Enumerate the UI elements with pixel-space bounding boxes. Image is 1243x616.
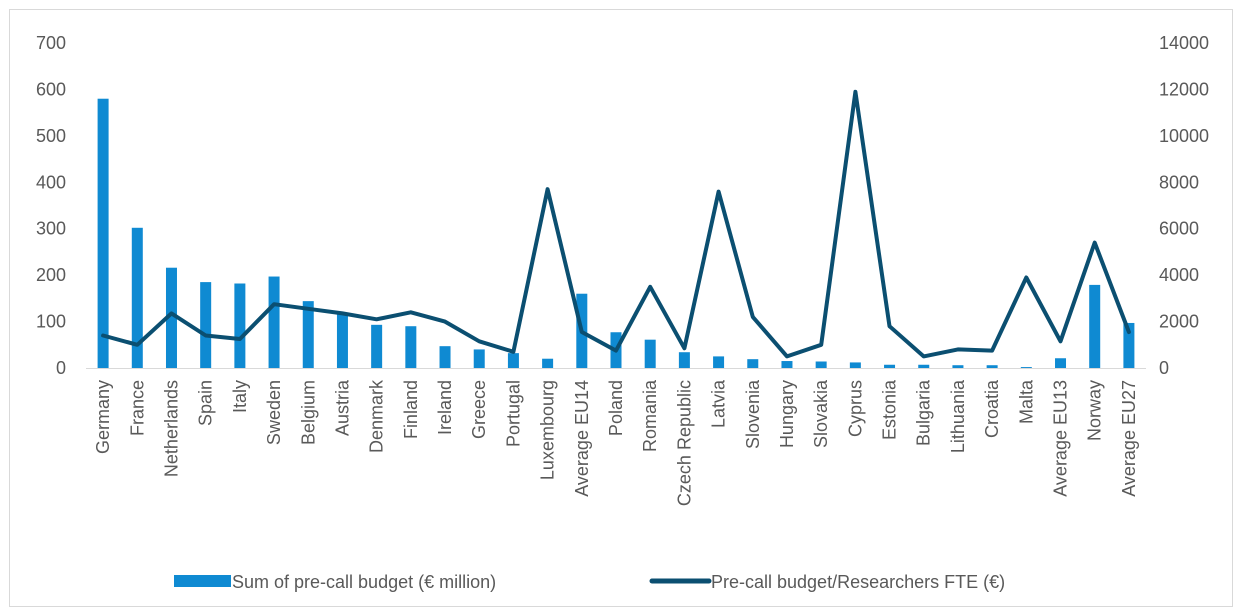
right-tick-label: 6000 bbox=[1159, 219, 1199, 239]
category-label: Latvia bbox=[709, 379, 729, 428]
category-label: Romania bbox=[640, 379, 660, 452]
bar bbox=[884, 364, 896, 368]
category-label: Portugal bbox=[503, 380, 523, 447]
bar bbox=[405, 326, 417, 368]
left-axis-ticks: 0 100 200 300 400 500 600 700 bbox=[36, 33, 66, 378]
bar bbox=[200, 282, 212, 368]
bar bbox=[849, 362, 861, 368]
category-label: Lithuania bbox=[948, 379, 968, 453]
category-label: Netherlands bbox=[161, 380, 181, 477]
category-label: Sweden bbox=[264, 380, 284, 445]
right-tick-label: 8000 bbox=[1159, 172, 1199, 192]
category-label: Finland bbox=[401, 380, 421, 439]
bar bbox=[302, 301, 314, 368]
category-label: Bulgaria bbox=[914, 379, 934, 446]
bar bbox=[644, 339, 656, 368]
bar bbox=[952, 365, 964, 368]
bar bbox=[542, 358, 554, 368]
category-label: Spain bbox=[196, 380, 216, 426]
legend-label-line: Pre-call budget/Researchers FTE (€) bbox=[711, 572, 1005, 592]
category-label: Hungary bbox=[777, 380, 797, 448]
right-tick-label: 2000 bbox=[1159, 312, 1199, 332]
category-label: Austria bbox=[332, 379, 352, 436]
bar bbox=[781, 361, 793, 368]
bar bbox=[507, 353, 519, 368]
category-label: Greece bbox=[469, 380, 489, 439]
bar bbox=[473, 349, 485, 368]
category-label: Poland bbox=[606, 380, 626, 436]
legend-swatch-bar bbox=[174, 575, 231, 587]
bar bbox=[986, 365, 998, 368]
category-label: Average EU14 bbox=[572, 380, 592, 497]
left-tick-label: 100 bbox=[36, 312, 66, 332]
category-label: Luxembourg bbox=[538, 380, 558, 480]
bar bbox=[1089, 284, 1101, 368]
left-tick-label: 0 bbox=[56, 358, 66, 378]
legend: Sum of pre-call budget (€ million) Pre-c… bbox=[174, 572, 1005, 592]
chart-frame bbox=[9, 9, 1233, 607]
left-tick-label: 700 bbox=[36, 33, 66, 53]
left-tick-label: 600 bbox=[36, 79, 66, 99]
right-tick-label: 14000 bbox=[1159, 33, 1209, 53]
legend-label-bar: Sum of pre-call budget (€ million) bbox=[232, 572, 496, 592]
bar bbox=[1123, 322, 1135, 368]
left-tick-label: 500 bbox=[36, 126, 66, 146]
right-tick-label: 0 bbox=[1159, 358, 1169, 378]
category-label: Croatia bbox=[982, 379, 1002, 438]
category-label: Germany bbox=[93, 380, 113, 454]
category-label: Ireland bbox=[435, 380, 455, 435]
bar bbox=[747, 359, 759, 368]
left-tick-label: 400 bbox=[36, 172, 66, 192]
category-label: France bbox=[127, 380, 147, 436]
category-label: Norway bbox=[1085, 380, 1105, 441]
left-tick-label: 200 bbox=[36, 265, 66, 285]
bar bbox=[1055, 358, 1067, 368]
right-tick-label: 10000 bbox=[1159, 126, 1209, 146]
category-label: Belgium bbox=[298, 380, 318, 445]
bar bbox=[97, 98, 109, 368]
category-label: Cyprus bbox=[845, 380, 865, 437]
line-series bbox=[101, 89, 1131, 359]
category-label: Average EU13 bbox=[1051, 380, 1071, 497]
category-label: Italy bbox=[230, 380, 250, 413]
bar bbox=[713, 356, 725, 368]
category-label: Slovenia bbox=[743, 379, 763, 449]
bar bbox=[815, 361, 827, 368]
category-label: Estonia bbox=[880, 379, 900, 440]
left-tick-label: 300 bbox=[36, 219, 66, 239]
right-tick-label: 12000 bbox=[1159, 79, 1209, 99]
category-label: Czech Republic bbox=[674, 380, 694, 506]
bar bbox=[1020, 367, 1032, 368]
category-label: Denmark bbox=[367, 379, 387, 453]
category-label: Average EU27 bbox=[1119, 380, 1139, 497]
right-tick-label: 4000 bbox=[1159, 265, 1199, 285]
bar bbox=[678, 352, 690, 368]
bar bbox=[234, 283, 246, 368]
bar bbox=[336, 313, 348, 368]
category-labels: Germany France Netherlands Spain Italy Sweden… bbox=[93, 379, 1139, 506]
bar bbox=[268, 276, 280, 368]
bar bbox=[165, 267, 177, 368]
bar bbox=[918, 364, 930, 368]
right-axis-ticks: 0 2000 4000 6000 8000 10000 12000 14000 bbox=[1159, 33, 1209, 378]
bar bbox=[371, 324, 383, 368]
bar bbox=[439, 346, 451, 368]
category-label: Slovakia bbox=[811, 379, 831, 448]
bar bbox=[131, 227, 143, 368]
category-label: Malta bbox=[1016, 379, 1036, 424]
